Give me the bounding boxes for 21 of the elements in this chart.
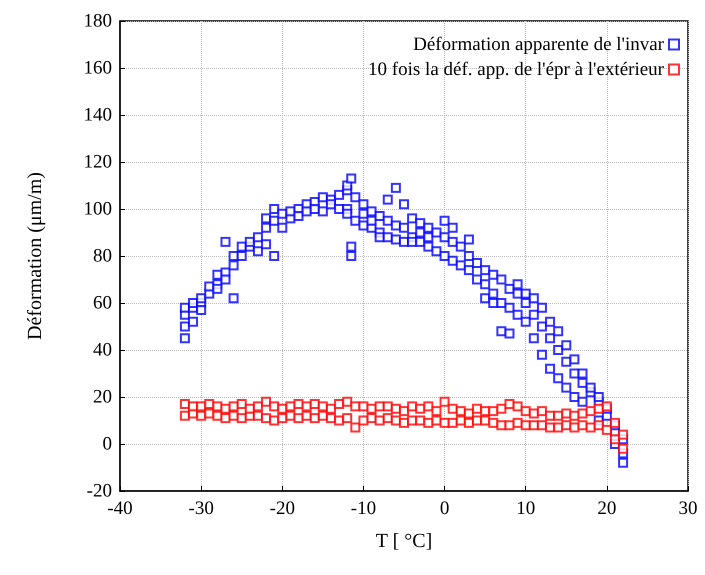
legend-label: 10 fois la déf. app. de l'épr à l'extérieur [368,59,665,80]
x-tick-label: 0 [440,498,450,519]
y-tick-label: 180 [84,10,112,32]
y-tick-label: 20 [93,386,112,408]
y-tick-label: 0 [102,434,112,454]
y-tick-label: 140 [84,104,112,126]
y-tick-label: 100 [84,198,112,220]
y-axis-title: Déformation (μm/m) [24,172,46,340]
y-tick-label: 120 [84,152,112,172]
y-tick-label: 40 [93,340,112,360]
y-tick-label: 80 [93,246,112,266]
x-axis-title: T [ °C] [376,530,432,552]
x-tick-label: 10 [516,498,536,519]
x-tick-label: -10 [350,498,376,519]
x-tick-label: 30 [678,498,698,519]
x-tick-label: -20 [270,498,295,519]
x-tick-label: 20 [597,498,616,519]
x-tick-label: -30 [188,498,214,519]
y-tick-label: 160 [84,58,112,78]
y-tick-label: 60 [93,292,112,314]
legend-label: Déformation apparente de l'invar [413,34,665,55]
